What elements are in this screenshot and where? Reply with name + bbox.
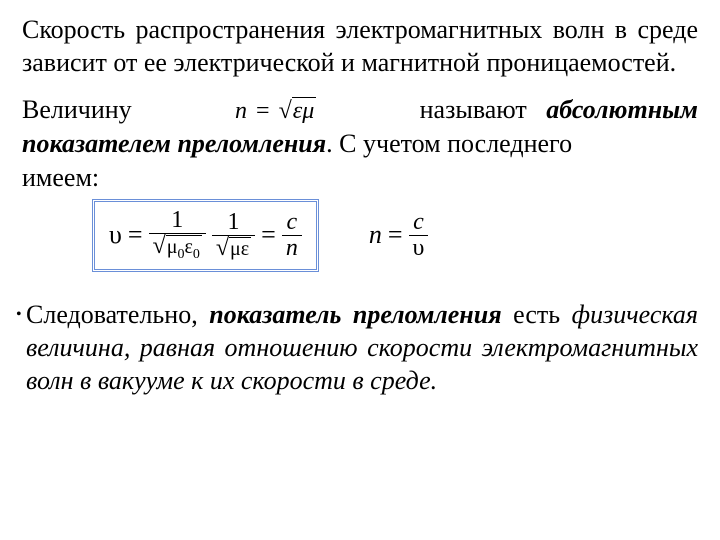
fraction-2: 1 √με [212, 210, 255, 261]
side-frac-den: υ [409, 236, 429, 261]
inline-formula-n-eq-sqrt: n = √εμ [235, 96, 316, 127]
side-lhs: n [369, 220, 382, 250]
text-tail-1: . С учетом последнего [326, 129, 572, 158]
frac1-den: √μ0ε0 [149, 234, 206, 263]
text-velichinu: Величину [22, 93, 132, 127]
side-fraction: c υ [409, 210, 429, 261]
text-nazyvayut: называют [420, 95, 527, 124]
side-frac-num: c [409, 210, 428, 235]
sqrt-symbol: √εμ [279, 96, 317, 127]
paragraph-1: Скорость распространения электромагнитны… [22, 14, 698, 79]
side-equation: n = c υ [369, 210, 429, 261]
frac2-num: 1 [224, 210, 244, 235]
eq-lhs-upsilon: υ [109, 220, 122, 250]
frac3-den: n [282, 236, 302, 261]
frac1-num: 1 [167, 208, 187, 233]
p3-lead: Следовательно, [26, 300, 209, 329]
paragraph-3: Следовательно, показатель преломления ес… [26, 298, 698, 398]
p3-term: показатель преломления [209, 300, 501, 329]
frac3-num: c [283, 210, 302, 235]
sqrt-radicand: εμ [292, 97, 317, 124]
equals-sign: = [253, 98, 273, 124]
paragraph-3-wrap: • Следовательно, показатель преломления … [22, 298, 698, 398]
term-absolute: абсолютным [546, 95, 698, 124]
term-refraction-index-line2: показателем преломления [22, 129, 326, 158]
equals-sign: = [261, 220, 276, 250]
text-imeem: имеем: [22, 161, 698, 195]
boxed-equation: υ = 1 √μ0ε0 1 √με = [92, 199, 319, 272]
bullet-icon: • [16, 298, 26, 332]
p3-mid: есть [502, 300, 572, 329]
paragraph-2: Величину n = √εμ называют абсолютным пок… [22, 93, 698, 195]
fraction-3: c n [282, 210, 302, 261]
formula-lhs: n [235, 98, 247, 124]
equals-sign: = [128, 220, 143, 250]
frac2-den: √με [212, 236, 255, 261]
slide-page: Скорость распространения электромагнитны… [0, 0, 720, 540]
equation-row: υ = 1 √μ0ε0 1 √με = [22, 199, 698, 272]
fraction-1: 1 √μ0ε0 [149, 208, 206, 263]
equals-sign: = [388, 220, 403, 250]
